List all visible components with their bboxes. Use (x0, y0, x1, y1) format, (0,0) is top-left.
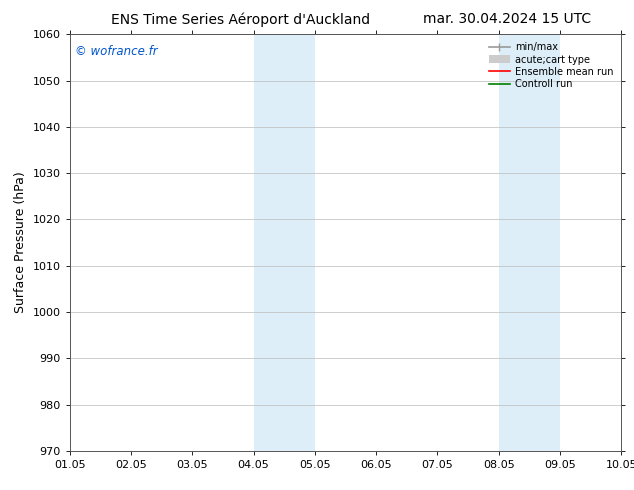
Y-axis label: Surface Pressure (hPa): Surface Pressure (hPa) (14, 172, 27, 314)
Bar (254, 34, 315, 451)
Text: mar. 30.04.2024 15 UTC: mar. 30.04.2024 15 UTC (423, 12, 592, 26)
Bar (499, 34, 560, 451)
Text: © wofrance.fr: © wofrance.fr (75, 45, 158, 58)
Text: ENS Time Series Aéroport d'Auckland: ENS Time Series Aéroport d'Auckland (112, 12, 370, 27)
Legend: min/max, acute;cart type, Ensemble mean run, Controll run: min/max, acute;cart type, Ensemble mean … (486, 39, 616, 92)
